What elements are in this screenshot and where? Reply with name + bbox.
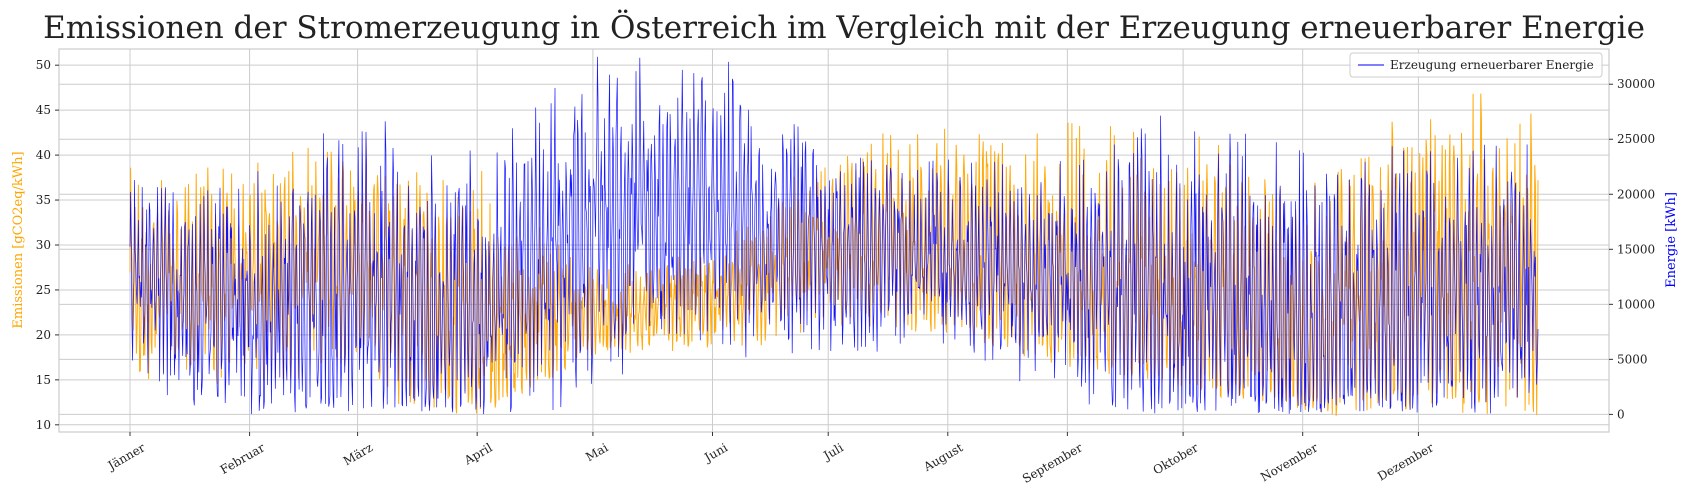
y-left-tick-label: 20 [36,328,51,342]
x-tick-label: August [920,440,965,474]
y-right-tick-label: 0 [1617,407,1625,421]
x-tick-label: Jänner [104,440,148,473]
y-left-tick-label: 25 [36,283,51,297]
y-left-tick-label: 40 [36,148,51,162]
y-axis-right-label: Energie [kWh] [1664,192,1679,288]
y-left-tick-label: 45 [36,103,51,117]
chart-legend: Erzeugung erneuerbarer Energie [1349,52,1603,78]
x-tick-label: Dezember [1375,440,1436,483]
y-right-tick-label: 25000 [1617,132,1655,146]
x-tick-label: April [461,440,495,468]
x-tick-label: Oktober [1151,440,1201,477]
y-right-tick-label: 30000 [1617,77,1655,91]
legend-label-renewable: Erzeugung erneuerbarer Energie [1390,58,1594,72]
legend-frame [1349,52,1603,78]
chart-title: Emissionen der Stromerzeugung in Österre… [43,8,1645,46]
y-axis-left-label: Emissionen [gCO2eq/kWh] [11,151,26,328]
y-right-tick-label: 5000 [1617,352,1648,366]
x-tick-label: September [1020,440,1085,486]
y-right-tick-label: 10000 [1617,297,1655,311]
y-left-tick-label: 10 [36,418,51,432]
x-tick-label: Juni [700,440,730,465]
plot-frame [58,48,1610,433]
x-tick-label: Juli [819,440,845,463]
y-left-tick-label: 30 [36,238,51,252]
series-layer [129,56,1539,416]
x-tick-label: November [1258,440,1320,484]
y-left-tick-label: 50 [36,58,51,72]
series-line-renewable [129,56,1539,415]
y-left-tick-label: 15 [36,373,51,387]
y-right-tick-label: 20000 [1617,187,1655,201]
x-tick-label: Februar [218,440,267,477]
x-tick-label: März [341,440,375,468]
y-left-tick-label: 35 [36,193,51,207]
y-right-tick-label: 15000 [1617,242,1655,256]
x-tick-label: Mai [583,440,610,464]
